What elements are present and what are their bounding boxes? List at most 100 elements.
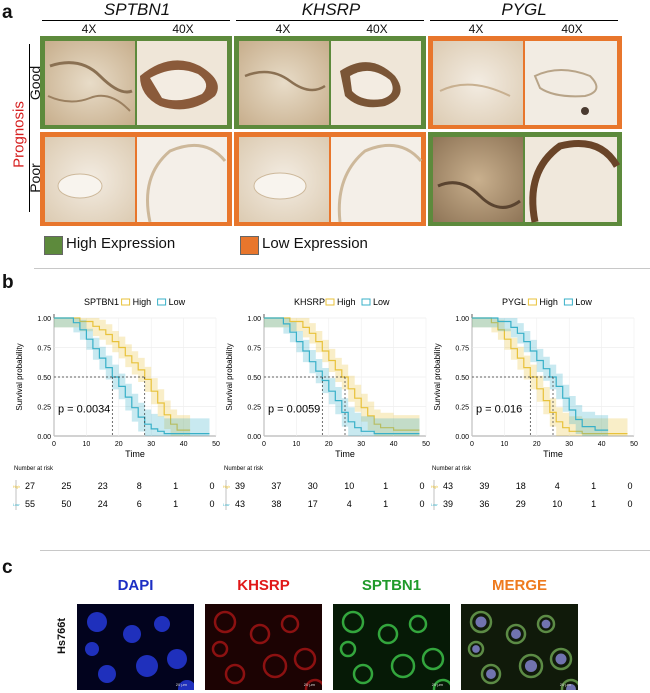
risk-cell-high: 37 xyxy=(271,481,281,491)
y-tick-label: 0.25 xyxy=(37,405,51,412)
km-curve-high xyxy=(54,317,191,431)
x-tick-label: 10 xyxy=(83,441,91,448)
scale-bar-label: 20 μm xyxy=(304,682,316,687)
cell-mark xyxy=(377,623,399,645)
x-axis-label: Time xyxy=(125,449,145,459)
y-tick-label: 0.50 xyxy=(37,375,51,382)
risk-cell-low: 1 xyxy=(173,499,178,509)
cell-mark xyxy=(249,623,271,645)
x-axis-label: Time xyxy=(335,449,355,459)
mag-label: 4X xyxy=(81,22,97,36)
risk-table-title: Number at risk xyxy=(224,466,264,472)
y-tick-label: 1.00 xyxy=(455,316,469,323)
channel-label-khsrp: KHSRP xyxy=(237,577,290,594)
y-tick-label: 0.50 xyxy=(455,375,469,382)
cell-mark xyxy=(339,640,357,658)
channel-label-merge: MERGE xyxy=(491,577,547,594)
ci-band-low xyxy=(472,318,609,436)
risk-cell-high: 23 xyxy=(98,481,108,491)
mag-label: 4X xyxy=(275,22,291,36)
nucleus-mark xyxy=(541,619,551,629)
risk-cell-high: 0 xyxy=(419,481,424,491)
fluorescence-image-sptbn1: 20 μm xyxy=(333,604,450,690)
fluorescence-image-dapi: 20 μm xyxy=(77,604,194,690)
cell-mark xyxy=(390,653,416,679)
tile-pygl-poor-40x xyxy=(525,137,621,223)
cell-mark xyxy=(421,647,445,671)
gene-underline-3 xyxy=(430,20,618,21)
cell-mark xyxy=(549,647,573,671)
x-tick-label: 40 xyxy=(390,441,398,448)
mag-label: 40X xyxy=(561,22,583,36)
legend-key-high xyxy=(121,298,131,306)
legend-key-high xyxy=(325,298,335,306)
y-tick-label: 0.25 xyxy=(455,405,469,412)
risk-cell-high: 30 xyxy=(308,481,318,491)
risk-row-label-high: High xyxy=(13,485,20,489)
cell-mark xyxy=(505,623,527,645)
x-tick-label: 0 xyxy=(52,441,56,448)
km-curve-low xyxy=(54,317,210,435)
x-tick-label: 10 xyxy=(293,441,301,448)
scale-bar-label: 20 μm xyxy=(176,682,188,687)
separator-ab xyxy=(34,268,650,269)
x-tick-label: 40 xyxy=(598,441,606,448)
risk-cell-high: 27 xyxy=(25,481,35,491)
x-tick-label: 50 xyxy=(630,441,638,448)
risk-cell-low: 29 xyxy=(516,499,526,509)
x-tick-label: 0 xyxy=(262,441,266,448)
x-tick-label: 10 xyxy=(501,441,509,448)
fluorescence-image-merge: 20 μm xyxy=(461,604,578,690)
y-axis-label: Survival probability xyxy=(15,343,24,410)
cell-mark xyxy=(480,663,502,685)
x-tick-label: 30 xyxy=(565,441,573,448)
risk-cell-high: 1 xyxy=(383,481,388,491)
y-tick-label: 0.75 xyxy=(37,346,51,353)
channel-label-sptbn1: SPTBN1 xyxy=(361,577,422,594)
chart-title: PYGL xyxy=(502,297,526,307)
y-tick-label: 0.75 xyxy=(455,346,469,353)
risk-cell-low: 38 xyxy=(271,499,281,509)
panel-label-a: a xyxy=(2,2,13,23)
cell-mark xyxy=(341,610,365,634)
cell-mark xyxy=(167,649,187,669)
legend-entry-high: High xyxy=(539,297,558,307)
risk-table-title: Number at risk xyxy=(14,466,54,472)
y-tick-label: 0.25 xyxy=(247,405,261,412)
scale-bar-label: 20 μm xyxy=(432,682,444,687)
legend-entry-high: High xyxy=(133,297,152,307)
risk-cell-high: 39 xyxy=(479,481,489,491)
legend-swatch-low xyxy=(240,236,259,255)
mag-label: 4X xyxy=(468,22,484,36)
y-tick-label: 1.00 xyxy=(37,316,51,323)
cell-mark xyxy=(87,612,107,632)
separator-bc xyxy=(40,550,650,551)
gene-underline-2 xyxy=(236,20,424,21)
risk-table-title: Number at risk xyxy=(432,466,472,472)
x-tick-label: 20 xyxy=(533,441,541,448)
risk-cell-low: 0 xyxy=(419,499,424,509)
risk-cell-high: 1 xyxy=(591,481,596,491)
tile-sptbn1-good-40x xyxy=(137,41,227,125)
x-tick-label: 20 xyxy=(115,441,123,448)
tile-khsrp-poor-40x xyxy=(331,137,423,223)
km-curve-low xyxy=(264,317,420,435)
legend-entry-low: Low xyxy=(169,297,186,307)
risk-cell-low: 0 xyxy=(627,499,632,509)
channel-label-dapi: DAPI xyxy=(117,577,154,594)
ihc-image-grid xyxy=(40,36,622,226)
tile-sptbn1-poor-4x xyxy=(45,137,135,222)
nucleus-mark xyxy=(486,669,496,679)
cell-mark xyxy=(408,614,428,634)
cell-mark xyxy=(85,642,99,656)
nucleus-mark xyxy=(511,629,521,639)
cell-mark xyxy=(293,647,317,671)
risk-row-label-high: High xyxy=(223,485,230,489)
tile-khsrp-good-4x xyxy=(239,41,329,125)
p-value: p = 0.0059 xyxy=(268,403,320,415)
risk-cell-low: 0 xyxy=(209,499,214,509)
prognosis-bracket xyxy=(29,44,30,212)
risk-row-label-low: Low xyxy=(223,503,230,507)
cell-mark xyxy=(154,616,170,632)
